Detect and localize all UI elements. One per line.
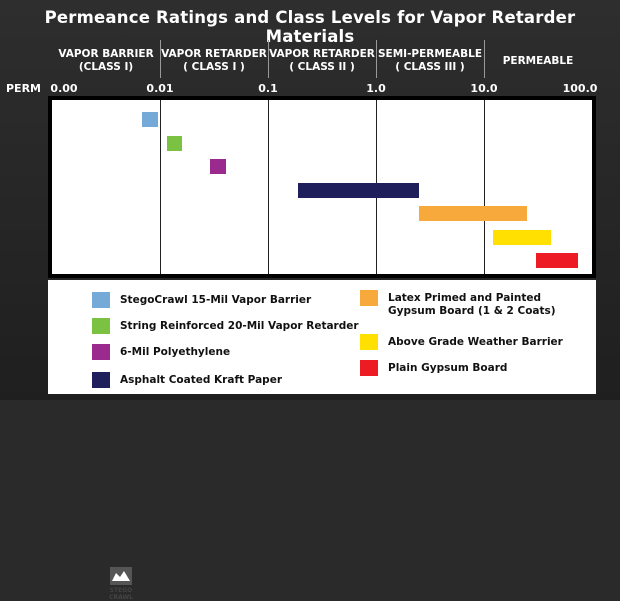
permeance-range-bar bbox=[535, 253, 579, 268]
x-tick-label: 100.0 bbox=[562, 82, 598, 95]
permeance-range-bar bbox=[298, 182, 419, 198]
band-divider bbox=[268, 40, 269, 78]
band-divider bbox=[160, 40, 161, 78]
x-tick-label: 0.01 bbox=[146, 82, 174, 95]
legend-item: Above Grade Weather Barrier bbox=[360, 334, 563, 350]
class-band: VAPOR RETARDER( CLASS II ) bbox=[268, 44, 376, 78]
class-band-level: ( CLASS III ) bbox=[395, 61, 465, 73]
class-band-level: ( CLASS I ) bbox=[183, 61, 245, 73]
decade-gridline bbox=[268, 100, 269, 274]
chart-title: Permeance Ratings and Class Levels for V… bbox=[44, 8, 576, 46]
legend-item: Plain Gypsum Board bbox=[360, 360, 507, 376]
legend-label: Above Grade Weather Barrier bbox=[388, 336, 563, 348]
class-band-title: VAPOR RETARDER bbox=[269, 48, 375, 60]
legend-label: Asphalt Coated Kraft Paper bbox=[120, 374, 283, 386]
legend-swatch bbox=[360, 334, 378, 350]
x-tick-label: 10.0 bbox=[470, 82, 498, 95]
class-band: PERMEABLE bbox=[484, 44, 592, 78]
legend-item: StegoCrawl 15-Mil Vapor Barrier bbox=[92, 292, 311, 308]
axis-label: PERM bbox=[6, 82, 41, 95]
class-band-title: VAPOR RETARDER bbox=[161, 48, 267, 60]
band-divider bbox=[376, 40, 377, 78]
permeance-range-bar bbox=[492, 229, 552, 245]
legend-item: Latex Primed and Painted Gypsum Board (1 … bbox=[360, 290, 556, 318]
class-band: SEMI-PERMEABLE( CLASS III ) bbox=[376, 44, 484, 78]
class-band-title: SEMI-PERMEABLE bbox=[377, 48, 482, 60]
permeance-range-bar bbox=[141, 112, 158, 127]
svg-text:CRAWL: CRAWL bbox=[109, 594, 133, 601]
permeance-range-bar bbox=[209, 159, 227, 174]
legend-item: String Reinforced 20-Mil Vapor Retarder bbox=[92, 318, 359, 334]
legend-label: Latex Primed and Painted Gypsum Board (1 … bbox=[388, 292, 556, 317]
permeance-range-bar bbox=[166, 135, 183, 151]
x-tick-label: 1.0 bbox=[366, 82, 386, 95]
class-band-level: (CLASS I) bbox=[78, 61, 134, 73]
band-divider bbox=[484, 40, 485, 78]
class-band: VAPOR BARRIER (CLASS I) bbox=[52, 44, 160, 78]
x-tick-label: 0.00 bbox=[50, 82, 78, 95]
class-band-title: PERMEABLE bbox=[502, 54, 574, 67]
permeance-range-bar bbox=[418, 206, 527, 221]
legend-swatch bbox=[92, 344, 110, 360]
legend-swatch bbox=[92, 318, 110, 334]
legend-swatch bbox=[360, 290, 378, 306]
legend: STEGO CRAWL StegoCrawl 15-Mil Vapor Barr… bbox=[48, 280, 596, 601]
legend-swatch bbox=[92, 292, 110, 308]
svg-text:STEGO: STEGO bbox=[110, 587, 133, 594]
class-band: VAPOR RETARDER( CLASS I ) bbox=[160, 44, 268, 78]
legend-label: Plain Gypsum Board bbox=[388, 362, 508, 374]
legend-label: 6-Mil Polyethylene bbox=[120, 346, 231, 358]
decade-gridline bbox=[484, 100, 485, 274]
legend-swatch bbox=[360, 360, 378, 376]
plot-area bbox=[48, 96, 596, 278]
stego-logo-icon: STEGO CRAWL bbox=[109, 567, 133, 601]
x-tick-label: 0.1 bbox=[258, 82, 278, 95]
legend-item: Asphalt Coated Kraft Paper bbox=[92, 372, 282, 388]
legend-swatch bbox=[92, 372, 110, 388]
decade-gridline bbox=[160, 100, 161, 274]
legend-item: 6-Mil Polyethylene bbox=[92, 344, 230, 360]
legend-label: StegoCrawl 15-Mil Vapor Barrier bbox=[120, 294, 312, 306]
legend-label: String Reinforced 20-Mil Vapor Retarder bbox=[120, 320, 359, 332]
class-band-title: VAPOR BARRIER bbox=[58, 48, 154, 60]
class-band-level: ( CLASS II ) bbox=[289, 61, 355, 73]
